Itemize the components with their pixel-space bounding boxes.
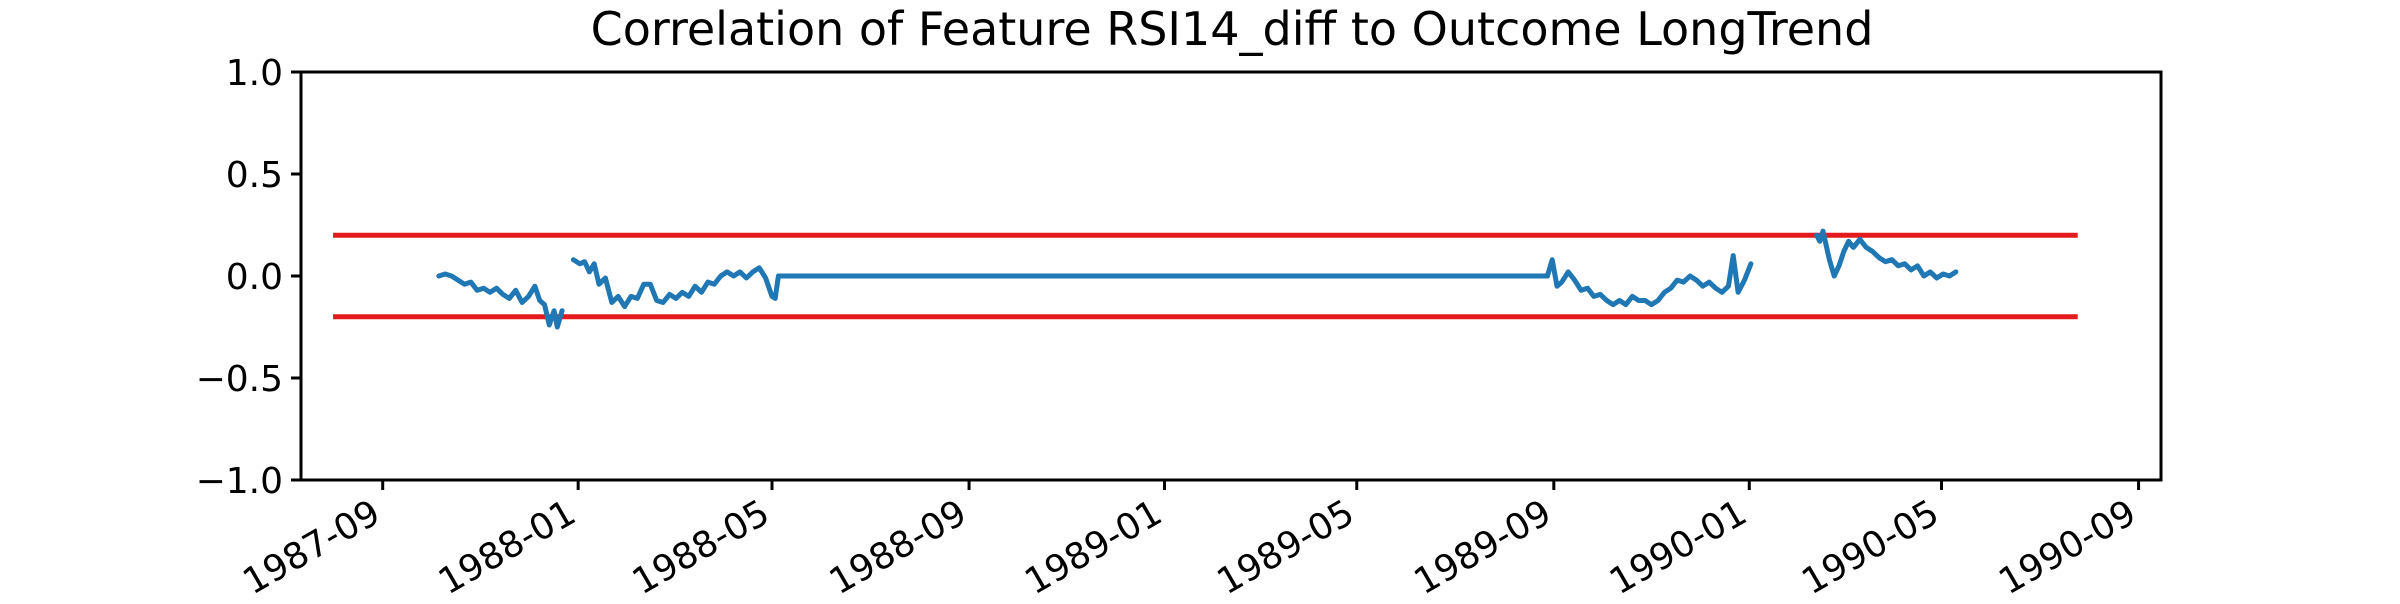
x-tick-label: 1990-05 [1795, 492, 1946, 600]
y-tick-label: −0.5 [196, 359, 283, 400]
x-tick-label: 1989-01 [1018, 492, 1169, 600]
series-line-segment-5 [1814, 228, 1959, 281]
x-tick-label: 1990-01 [1603, 492, 1754, 600]
x-tick-label: 1989-09 [1408, 492, 1559, 600]
x-tick-label: 1990-09 [1992, 492, 2143, 600]
x-tick-label: 1988-01 [432, 492, 583, 600]
y-tick-label: 0.0 [226, 257, 283, 298]
y-tick-label: 1.0 [226, 53, 283, 94]
y-tick-label: −1.0 [196, 461, 283, 502]
chart-marks [333, 228, 2078, 330]
series-line-segment-1 [436, 271, 565, 330]
series-line-segment-4 [1544, 253, 1754, 308]
x-tick-label: 1987-09 [236, 492, 387, 600]
chart-title: Correlation of Feature RSI14_diff to Out… [591, 2, 1874, 56]
x-tick-label: 1988-05 [626, 492, 777, 600]
y-tick-label: 0.5 [226, 155, 283, 196]
series-line-segment-2 [570, 257, 785, 310]
x-tick-label: 1989-05 [1210, 492, 1361, 600]
x-tick-label: 1988-09 [823, 492, 974, 600]
